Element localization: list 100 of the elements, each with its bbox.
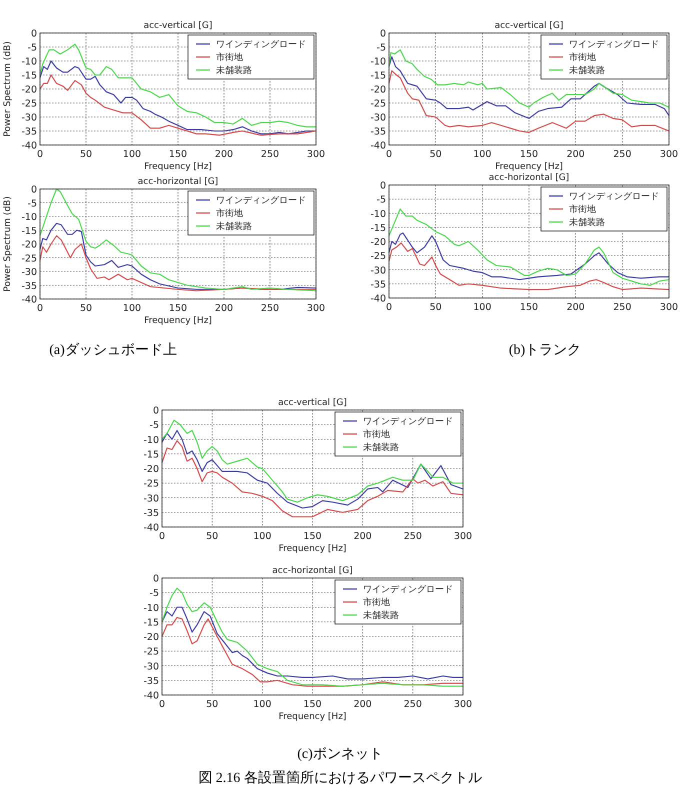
x-tick-label: 150: [520, 149, 538, 160]
y-axis-title: Power Spectrum (dB): [3, 41, 13, 137]
legend-label: 市街地: [569, 52, 596, 64]
y-tick-label: -25: [143, 646, 159, 658]
y-tick-label: -20: [370, 84, 386, 96]
y-tick-label: -10: [370, 208, 386, 220]
y-tick-label: -5: [28, 42, 37, 54]
x-tick-label: 100: [473, 302, 492, 313]
legend-label: 市街地: [363, 597, 390, 608]
x-tick-label: 100: [253, 699, 272, 710]
y-tick-label: -20: [143, 464, 159, 475]
legend-label: ワインディングロード: [363, 584, 453, 596]
y-tick-label: 0: [152, 406, 159, 416]
x-tick-label: 50: [430, 302, 442, 313]
x-tick-label: 150: [168, 149, 188, 160]
y-tick-label: -15: [143, 449, 159, 460]
y-tick-label: -40: [21, 140, 37, 152]
y-tick-label: -20: [21, 84, 37, 96]
y-tick-label: 0: [30, 28, 37, 40]
chart-title: acc-vertical [G]: [494, 21, 564, 31]
x-tick-label: 150: [303, 699, 322, 710]
chart-title: acc-horizontal [G]: [488, 173, 570, 183]
legend-label: 市街地: [363, 429, 390, 440]
y-tick-label: -10: [143, 602, 159, 614]
legend-label: ワインディングロード: [363, 416, 453, 428]
y-tick-label: -30: [143, 493, 159, 504]
x-axis-title: Frequency [Hz]: [278, 712, 346, 722]
y-tick-label: 0: [380, 28, 386, 40]
x-tick-label: 50: [430, 149, 442, 160]
y-tick-label: -35: [143, 508, 159, 519]
y-tick-label: -25: [143, 478, 159, 490]
y-tick-label: -30: [370, 112, 386, 124]
legend-label: 市街地: [569, 204, 596, 216]
y-tick-label: 0: [30, 184, 37, 196]
legend-label: 未舗装路: [569, 217, 605, 228]
legend-label: 未舗装路: [363, 610, 399, 622]
x-tick-label: 250: [404, 699, 422, 710]
text: (a)ダッシュボード上: [49, 342, 177, 358]
y-tick-label: -30: [370, 265, 386, 276]
line-series: [39, 235, 317, 292]
x-tick-label: 150: [520, 302, 538, 313]
x-tick-label: 50: [80, 303, 92, 314]
y-tick-label: -5: [28, 198, 37, 210]
line-series: [161, 430, 464, 509]
chart-title: acc-vertical [G]: [278, 398, 347, 408]
chart-title: acc-horizontal [G]: [272, 566, 353, 576]
y-tick-label: -35: [21, 280, 37, 292]
y-tick-label: -40: [143, 690, 159, 702]
x-tick-label: 150: [168, 303, 188, 314]
y-tick-label: -25: [21, 253, 37, 264]
y-tick-label: -35: [370, 126, 386, 138]
y-tick-label: -10: [21, 212, 37, 223]
x-tick-label: 300: [660, 149, 678, 160]
legend-label: ワインディングロード: [216, 195, 306, 206]
x-tick-label: 50: [80, 149, 92, 160]
legend-label: 未舗装路: [216, 221, 252, 232]
x-tick-label: 150: [303, 531, 322, 542]
x-tick-label: 300: [306, 303, 326, 314]
x-tick-label: 200: [354, 699, 372, 710]
chart-title: acc-horizontal [G]: [138, 177, 218, 187]
x-tick-label: 200: [214, 149, 234, 160]
x-tick-label: 50: [206, 699, 218, 710]
y-tick-label: -5: [150, 420, 159, 432]
legend-label: 市街地: [216, 208, 243, 220]
chart-title: acc-vertical [G]: [144, 21, 212, 31]
y-tick-label: -30: [21, 267, 37, 278]
legend-label: 未舗装路: [569, 65, 605, 76]
y-tick-label: -35: [370, 279, 386, 290]
x-tick-label: 100: [473, 149, 492, 160]
legend-label: 未舗装路: [216, 65, 252, 76]
x-tick-label: 250: [404, 531, 422, 542]
y-tick-label: 0: [152, 574, 159, 584]
x-tick-label: 250: [260, 149, 280, 160]
x-tick-label: 100: [122, 303, 142, 314]
x-tick-label: 100: [253, 531, 272, 542]
y-tick-label: -35: [21, 126, 37, 138]
y-tick-label: -5: [376, 42, 386, 54]
x-tick-label: 300: [306, 149, 326, 160]
x-axis-title: Frequency [Hz]: [278, 544, 346, 554]
y-tick-label: -30: [143, 661, 159, 672]
line-series: [388, 242, 670, 290]
y-tick-label: -15: [370, 70, 386, 82]
x-tick-label: 250: [613, 302, 632, 313]
y-tick-label: -5: [150, 588, 159, 600]
y-tick-label: -20: [21, 240, 37, 250]
y-tick-label: -5: [376, 194, 386, 206]
y-tick-label: -25: [21, 98, 37, 110]
x-tick-label: 200: [566, 302, 585, 313]
y-tick-label: -15: [370, 222, 386, 234]
legend-label: ワインディングロード: [216, 39, 306, 50]
line-series: [39, 74, 317, 136]
x-axis-title: Frequency [Hz]: [144, 162, 212, 172]
line-series: [39, 60, 317, 134]
legend-label: ワインディングロード: [569, 39, 659, 50]
y-tick-label: -40: [370, 140, 386, 152]
text: (b)トランク: [508, 343, 582, 358]
y-tick-label: -25: [370, 98, 386, 110]
y-tick-label: -40: [21, 294, 37, 306]
caption: 図 2.16 各設置箇所におけるパワースペクトル: [198, 770, 482, 786]
x-axis-title: Frequency [Hz]: [144, 316, 212, 326]
